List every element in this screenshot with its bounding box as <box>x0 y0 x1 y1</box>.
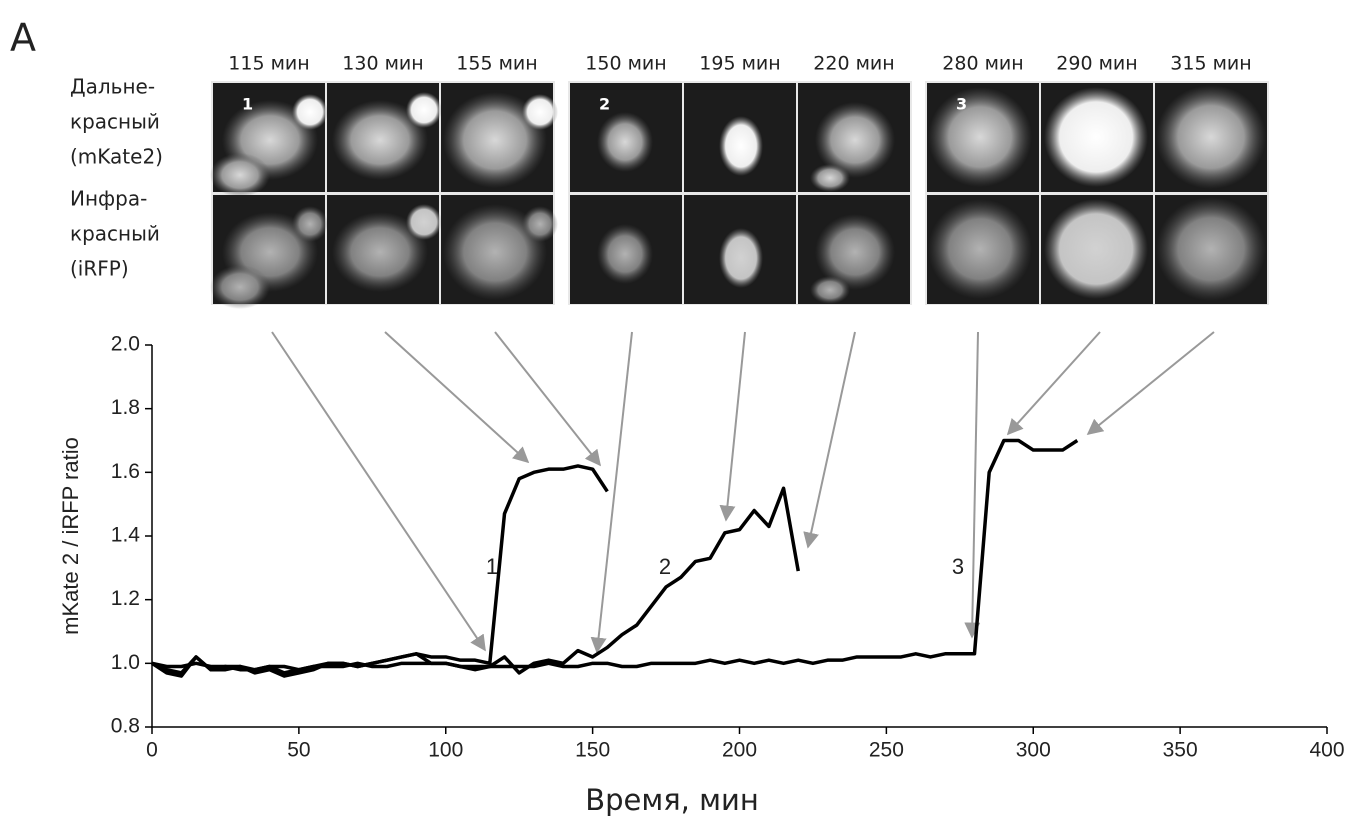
row-label: Инфра- <box>70 187 147 211</box>
x-tick-label: 300 <box>1016 739 1051 762</box>
cell-blob <box>928 87 1032 187</box>
row-label: (iRFP) <box>70 257 129 281</box>
time-label: 315 мин <box>1170 53 1251 75</box>
x-tick-label: 50 <box>287 739 310 762</box>
cell-blob <box>597 224 653 284</box>
cell-blob <box>810 164 850 192</box>
cell-blob <box>1044 199 1148 299</box>
cell-blob <box>597 112 653 172</box>
time-label: 150 мин <box>585 53 666 75</box>
y-tick-label: 1.0 <box>111 651 140 674</box>
cell-blob <box>1044 87 1148 187</box>
series-label: 1 <box>486 554 498 579</box>
cell-blob <box>292 206 328 242</box>
cell-number: 2 <box>599 95 610 114</box>
y-tick-label: 0.8 <box>111 715 140 738</box>
y-tick-label: 2.0 <box>111 333 140 356</box>
row-label: красный <box>70 110 160 134</box>
cell-blob <box>522 206 558 242</box>
cell-blob <box>406 92 442 128</box>
time-label: 155 мин <box>456 53 537 75</box>
x-tick-label: 200 <box>722 739 757 762</box>
cell-blob <box>815 102 895 178</box>
cell-blob <box>292 94 328 130</box>
time-label: 290 мин <box>1056 53 1137 75</box>
series-label: 3 <box>952 554 964 579</box>
arrow <box>271 331 486 652</box>
series-line <box>151 438 1079 672</box>
y-tick-label: 1.4 <box>111 524 141 547</box>
arrow <box>719 331 746 522</box>
series-line <box>151 486 800 678</box>
arrow <box>964 331 981 639</box>
cell-blob <box>810 276 850 304</box>
cell-blob <box>332 212 428 292</box>
time-label: 195 мин <box>699 53 780 75</box>
arrow <box>590 331 633 654</box>
x-tick-label: 0 <box>146 739 158 762</box>
cell-blob <box>332 100 428 180</box>
series-line <box>151 464 609 675</box>
row-label: Дальне- <box>70 75 155 99</box>
cell-blob <box>928 199 1032 299</box>
x-tick-label: 100 <box>428 739 463 762</box>
cell-blob <box>719 228 763 288</box>
cell-number: 3 <box>956 95 967 114</box>
arrow <box>1006 331 1101 436</box>
cell-blob <box>1156 197 1266 301</box>
time-label: 280 мин <box>942 53 1023 75</box>
y-tick-label: 1.8 <box>111 396 140 419</box>
time-label: 130 мин <box>342 53 423 75</box>
y-tick-label: 1.2 <box>111 587 140 610</box>
arrow <box>384 331 530 464</box>
row-label: (mKate2) <box>70 145 163 169</box>
arrow <box>494 331 601 467</box>
cell-blob <box>719 116 763 176</box>
arrow <box>1086 331 1215 436</box>
x-axis-title: Время, мин <box>585 783 759 816</box>
time-label: 115 мин <box>228 53 309 75</box>
cell-blob <box>815 214 895 290</box>
cell-number: 1 <box>242 95 253 114</box>
cell-blob <box>210 153 270 197</box>
cell-blob <box>1156 85 1266 189</box>
cell-blob <box>443 204 547 300</box>
panel-label: A <box>10 16 36 60</box>
cell-blob <box>406 204 442 240</box>
time-label: 220 мин <box>813 53 894 75</box>
cell-blob <box>522 94 558 130</box>
x-tick-label: 400 <box>1309 739 1344 762</box>
cell-blob <box>210 265 270 309</box>
row-label: красный <box>70 222 160 246</box>
arrow <box>803 331 856 549</box>
cell-blob <box>443 92 547 188</box>
x-tick-label: 350 <box>1163 739 1198 762</box>
x-tick-label: 250 <box>869 739 904 762</box>
x-tick-label: 150 <box>575 739 610 762</box>
y-tick-label: 1.6 <box>111 460 140 483</box>
y-axis-title: mKate 2 / iRFP ratio <box>58 437 83 635</box>
series-label: 2 <box>659 554 671 579</box>
